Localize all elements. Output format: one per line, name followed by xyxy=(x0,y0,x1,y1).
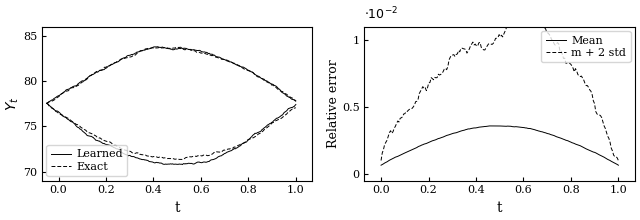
Line: Mean: Mean xyxy=(381,126,618,165)
Line: Learned: Learned xyxy=(47,47,296,103)
Mean xyxy=(604,158,611,161)
Mean xyxy=(387,158,394,161)
m + 2 std xyxy=(595,114,603,116)
Learned xyxy=(192,49,200,51)
Mean xyxy=(614,164,622,167)
Learned xyxy=(292,100,300,102)
Y-axis label: $Y_t$: $Y_t$ xyxy=(5,96,21,111)
Mean xyxy=(595,154,603,156)
Mean xyxy=(440,135,448,138)
Exact xyxy=(253,75,261,78)
Mean xyxy=(392,156,399,158)
m + 2 std xyxy=(377,159,385,162)
Legend: Mean, m + 2 std: Mean, m + 2 std xyxy=(541,31,630,62)
Learned xyxy=(269,83,277,86)
m + 2 std xyxy=(527,16,535,19)
m + 2 std xyxy=(614,159,622,162)
Learned xyxy=(43,102,51,104)
Legend: Learned, Exact: Learned, Exact xyxy=(46,145,127,176)
Line: Exact: Exact xyxy=(47,47,296,104)
Exact xyxy=(292,100,300,103)
Y-axis label: Relative error: Relative error xyxy=(328,59,340,148)
Learned xyxy=(253,75,261,77)
Exact xyxy=(191,50,199,52)
Line: m + 2 std: m + 2 std xyxy=(381,18,618,161)
Text: $\cdot10^{-2}$: $\cdot10^{-2}$ xyxy=(364,6,398,22)
m + 2 std xyxy=(387,129,394,132)
Exact xyxy=(192,50,200,53)
Exact xyxy=(269,84,277,87)
m + 2 std xyxy=(421,86,429,89)
m + 2 std xyxy=(392,125,399,128)
Learned xyxy=(196,49,204,52)
Mean xyxy=(494,125,502,127)
X-axis label: t: t xyxy=(497,201,502,215)
Learned xyxy=(191,49,199,51)
m + 2 std xyxy=(440,68,448,70)
Mean xyxy=(377,164,385,167)
Mean xyxy=(421,143,429,145)
Exact xyxy=(196,51,204,54)
m + 2 std xyxy=(604,135,611,138)
Exact xyxy=(43,102,51,105)
Learned xyxy=(154,45,161,48)
Exact xyxy=(44,102,51,104)
Learned xyxy=(44,101,51,104)
X-axis label: t: t xyxy=(175,201,180,215)
Exact xyxy=(159,46,166,48)
